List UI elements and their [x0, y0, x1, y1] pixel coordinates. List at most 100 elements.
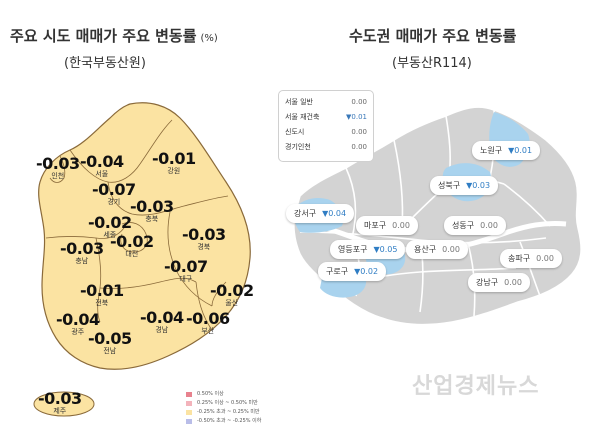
district-chip-yongsan: 용산구 0.00	[406, 240, 468, 259]
district-name: 영등포구	[338, 245, 368, 254]
summary-label: 서울 재건축	[285, 113, 320, 121]
region-label-chungnam: -0.03 충남	[60, 240, 104, 266]
region-label-daegu: -0.07 대구	[164, 258, 208, 284]
left-title-text: 주요 시도 매매가 주요 변동률	[10, 27, 197, 45]
region-value: -0.02	[88, 213, 132, 232]
district-value: 0.00	[480, 221, 498, 230]
region-label-chungbuk: -0.03 충북	[130, 198, 174, 224]
legend-swatch	[186, 419, 192, 424]
region-label-jeju: -0.03 제주	[38, 390, 82, 416]
summary-value: 0.00	[351, 128, 367, 136]
summary-label: 서울 일반	[285, 98, 313, 106]
region-value: -0.03	[38, 389, 82, 408]
district-chip-gangnam: 강남구 0.00	[468, 273, 530, 292]
district-name: 강서구	[294, 209, 317, 218]
district-name: 성동구	[452, 221, 475, 230]
summary-value: 0.00	[351, 143, 367, 151]
region-name: 대전	[125, 250, 139, 258]
region-value: -0.07	[92, 180, 136, 199]
district-name: 마포구	[364, 221, 387, 230]
legend-label: -0.50% 초과 ~ -0.25% 이하	[197, 418, 262, 424]
region-value: -0.02	[110, 232, 154, 251]
district-chip-guro: 구로구 ▼0.02	[318, 262, 387, 281]
left-panel-source: (한국부동산원)	[64, 56, 146, 71]
region-name: 부산	[201, 327, 215, 335]
legend-item: -0.25% 초과 ~ 0.25% 미만	[186, 408, 261, 417]
district-value: ▼0.04	[322, 209, 347, 218]
region-value: -0.05	[88, 329, 132, 348]
legend-label: 0.25% 이상 ~ 0.50% 미만	[197, 400, 258, 406]
legend-swatch	[186, 392, 192, 397]
summary-label: 경기인천	[285, 143, 311, 151]
district-chip-yeongdeungpo: 영등포구 ▼0.05	[330, 240, 406, 259]
region-value: -0.07	[164, 257, 208, 276]
left-title-unit: (%)	[200, 33, 218, 44]
summary-row: 경기인천 0.00	[285, 140, 367, 155]
region-label-seoul: -0.04 서울	[80, 153, 124, 179]
region-name: 광주	[71, 328, 85, 336]
legend-item: 0.25% 이상 ~ 0.50% 미만	[186, 399, 261, 408]
region-name: 서울	[95, 170, 109, 178]
district-value: ▼0.03	[466, 181, 491, 190]
summary-row: 서울 일반 0.00	[285, 95, 367, 110]
region-value: -0.04	[56, 310, 100, 329]
left-panel-title: 주요 시도 매매가 주요 변동률 (%)	[10, 25, 218, 46]
region-value: -0.04	[140, 308, 184, 327]
summary-label: 신도시	[285, 128, 305, 136]
district-value: ▼0.01	[508, 146, 533, 155]
summary-value: ▼0.01	[346, 113, 367, 121]
district-name: 성북구	[438, 181, 461, 190]
right-panel-source: (부동산R114)	[392, 56, 472, 71]
summary-row: 신도시 0.00	[285, 125, 367, 140]
region-label-jeonnam: -0.05 전남	[88, 330, 132, 356]
legend-swatch	[186, 401, 192, 406]
region-value: -0.03	[182, 225, 226, 244]
district-name: 구로구	[326, 267, 349, 276]
district-value: 0.00	[392, 221, 410, 230]
region-label-gwangju: -0.04 광주	[56, 311, 100, 337]
legend-label: -0.25% 초과 ~ 0.25% 미만	[197, 409, 260, 415]
region-label-gyeonggi: -0.07 경기	[92, 181, 136, 207]
right-panel-title: 수도권 매매가 주요 변동률	[349, 27, 517, 45]
map-legend: 0.50% 이상 0.25% 이상 ~ 0.50% 미만 -0.25% 초과 ~…	[186, 390, 261, 426]
region-name: 충북	[145, 215, 159, 223]
district-value: ▼0.05	[373, 245, 398, 254]
region-value: -0.01	[80, 281, 124, 300]
summary-value: 0.00	[351, 98, 367, 106]
korea-mainland-map	[38, 102, 251, 370]
region-value: -0.04	[80, 152, 124, 171]
district-name: 강남구	[476, 278, 499, 287]
district-value: 0.00	[536, 254, 554, 263]
legend-item: -0.50% 초과 ~ -0.25% 이하	[186, 417, 261, 426]
region-value: -0.01	[152, 149, 196, 168]
district-chip-nowon: 노원구 ▼0.01	[472, 141, 541, 160]
district-name: 용산구	[414, 245, 437, 254]
region-name: 제주	[53, 407, 67, 415]
district-value: ▼0.02	[354, 267, 379, 276]
region-value: -0.06	[186, 309, 230, 328]
legend-item: 0.50% 이상	[186, 390, 261, 399]
legend-label: 0.50% 이상	[197, 391, 224, 397]
region-name: 인천	[51, 172, 65, 180]
region-value: -0.03	[60, 239, 104, 258]
region-name: 경기	[107, 198, 121, 206]
district-value: 0.00	[504, 278, 522, 287]
region-name: 강원	[167, 167, 181, 175]
district-value: 0.00	[442, 245, 460, 254]
region-name: 경북	[197, 243, 211, 251]
summary-box: 서울 일반 0.00 서울 재건축 ▼0.01 신도시 0.00 경기인천 0.00	[278, 90, 374, 162]
region-label-gyeongnam: -0.04 경남	[140, 309, 184, 335]
watermark-logo: 산업경제뉴스	[412, 374, 540, 399]
region-label-gyeongbuk: -0.03 경북	[182, 226, 226, 252]
region-name: 울산	[225, 299, 239, 307]
province-borders	[45, 119, 229, 331]
region-label-sejong: -0.02 세종	[88, 214, 132, 240]
region-label-jeonbuk: -0.01 전북	[80, 282, 124, 308]
district-chip-mapo: 마포구 0.00	[356, 216, 418, 235]
district-chip-songpa: 송파구 0.00	[500, 249, 562, 268]
region-name: 전북	[95, 299, 109, 307]
region-value: -0.02	[210, 281, 254, 300]
region-name: 대구	[179, 275, 193, 283]
district-name: 노원구	[480, 146, 503, 155]
region-value: -0.03	[130, 197, 174, 216]
